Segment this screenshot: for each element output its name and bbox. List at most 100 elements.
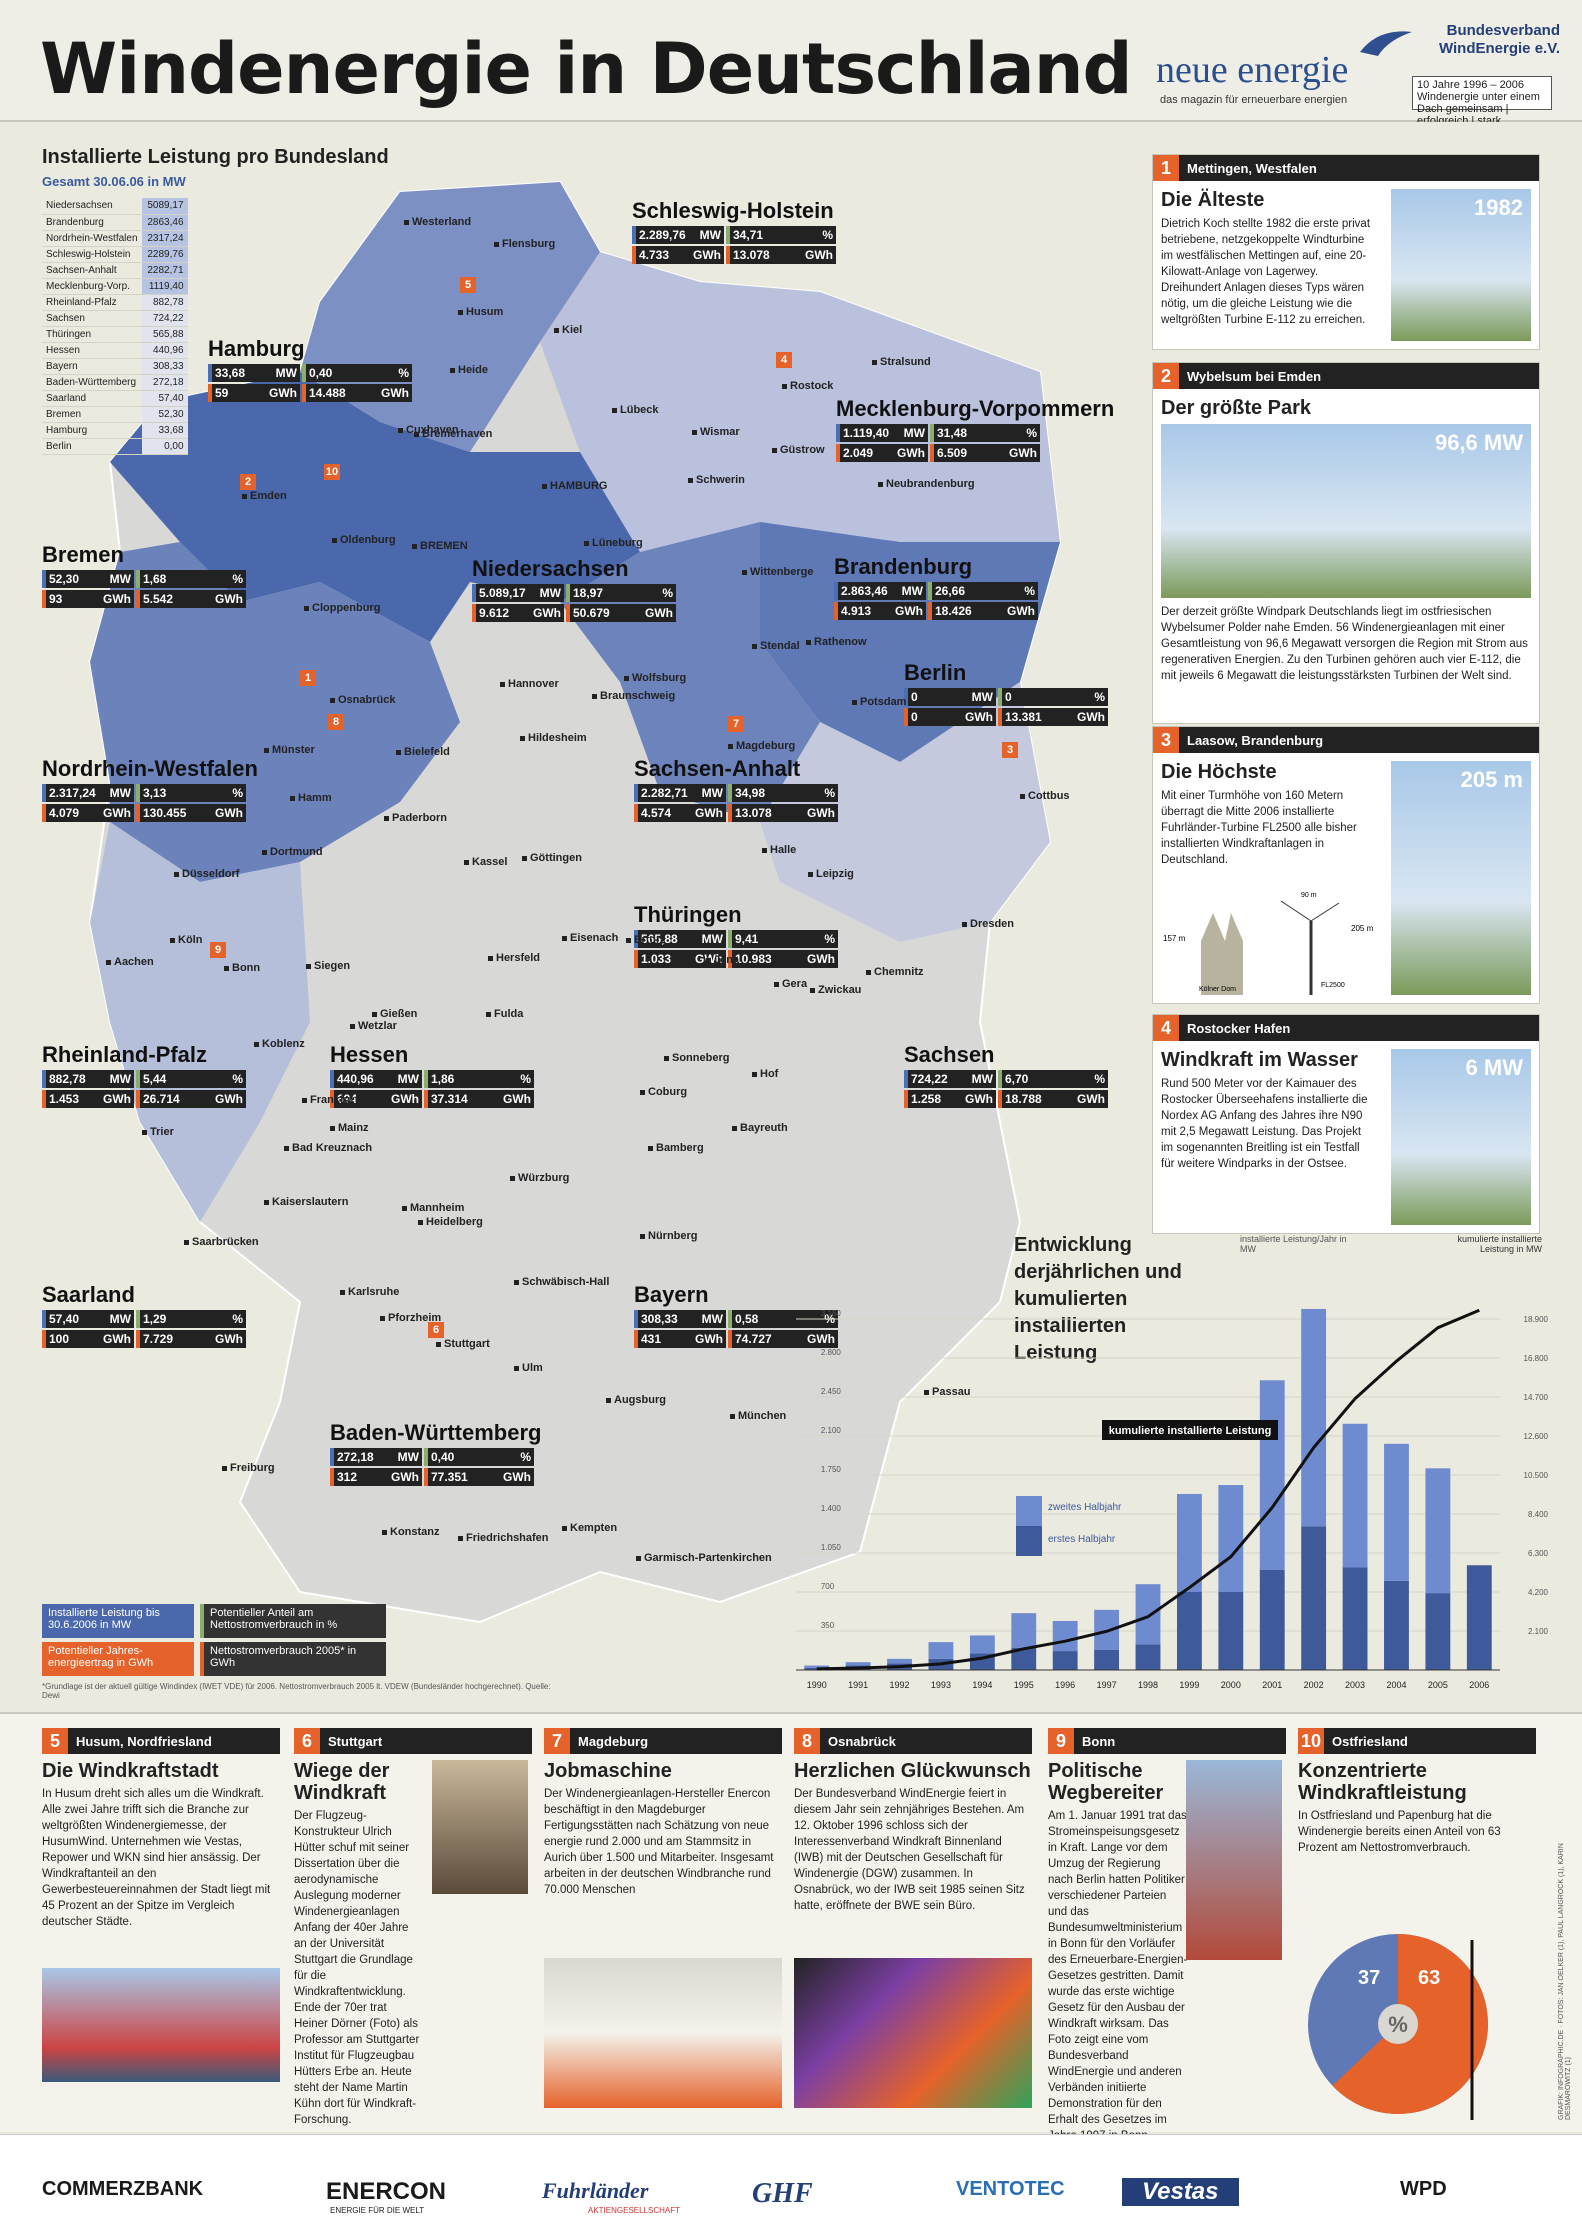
share-pie-chart: % 37 63 [1308,1934,1488,2120]
city-label: Fulda [486,1008,523,1020]
legend-label-second: zweites Halbjahr [1048,1502,1122,1513]
sponsor-ghf[interactable]: GHF [752,2178,813,2209]
x-tick-label: 1990 [807,1680,827,1690]
ranking-row: Sachsen-Anhalt 2282,71 [42,262,188,279]
chart-ylabel-left: installierte Leistung/Jahr in MW [1240,1234,1347,1254]
state-row-capacity: 0 MW 0% [904,688,1124,706]
state-box: Sachsen 724,22 MW 6,70% 1.258 GWh 18.788 GW… [904,1042,1124,1108]
ranking-state: Nordrhein-Westfalen [42,230,142,247]
state-row-capacity: 5.089,17 MW 18,97% [472,584,692,602]
city-label: Güstrow [772,444,825,456]
marker-8: 8 [328,714,344,730]
card-text: Am 1. Januar 1991 trat das Stromeinspeis… [1048,1810,1188,2142]
state-box: Saarland 57,40 MW 1,29% 100 GWh 7.729 GWh [42,1282,262,1348]
bar-second-half [1342,1423,1368,1568]
y-tick-right: 2.100 [1528,1627,1549,1636]
state-row-capacity: 565,88 MW 9,41% [634,930,854,948]
sponsor-fuhrlaender[interactable]: Fuhrländer [542,2178,649,2203]
ranking-row: Mecklenburg-Vorp. 1119,40 [42,278,188,295]
city-label: Mainz [330,1122,369,1134]
ranking-row: Nordrhein-Westfalen 2317,24 [42,230,188,247]
city-label: Cloppenburg [304,602,380,614]
card-number: 6 [294,1728,320,1754]
marker-9: 9 [210,942,226,958]
ranking-row: Baden-Württemberg 272,18 [42,374,188,391]
state-row-capacity: 33,68 MW 0,40% [208,364,428,382]
card-photo: 1982 [1391,189,1531,341]
state-name: Sachsen [904,1042,995,1067]
bar-second-half [887,1658,912,1664]
city-label: Münster [264,744,315,756]
ranking-value: 440,96 [141,342,188,359]
bar-second-half [928,1642,954,1659]
state-row-capacity: 52,30 MW 1,68% [42,570,262,588]
x-tick-label: 1992 [890,1680,910,1690]
state-share: 1,86 [431,1072,455,1086]
sponsor-enercon[interactable]: ENERCON [326,2178,447,2205]
x-tick-label: 2006 [1469,1680,1489,1690]
state-mw: 57,40 [49,1312,80,1326]
state-mw: 33,68 [215,366,246,380]
state-row-capacity: 2.289,76 MW 34,71% [632,226,852,244]
y-tick-left: 350 [821,1621,835,1630]
city-label: Husum [458,306,503,318]
unit-pct: % [822,228,833,242]
bar-second-half [804,1665,830,1668]
state-row-capacity: 1.119,40 MW 31,48% [836,424,1056,442]
ranking-value: 5089,17 [141,198,188,215]
city-label: Sonneberg [664,1052,729,1064]
unit-gwh: GWh [103,1092,131,1106]
ranking-state: Thüringen [42,326,142,343]
x-tick-label: 1994 [972,1680,992,1690]
city-label: Freiburg [222,1462,275,1474]
state-consumption: 130.455 [143,806,187,820]
diagram-height-1: 157 m [1163,934,1186,943]
state-consumption: 13.078 [733,248,770,262]
bar-first-half [1176,1592,1202,1670]
unit-pct: % [1026,426,1037,440]
unit-gwh: GWh [965,1092,993,1106]
x-tick-label: 2002 [1304,1680,1324,1690]
state-row-energy: 4.913 GWh 18.426 GWh [834,602,1054,620]
city-label: Paderborn [384,812,447,824]
card-text: Der Flugzeug-Konstrukteur Ulrich Hütter … [294,1810,420,2126]
bar-first-half [1384,1580,1409,1670]
ranking-state: Brandenburg [42,214,142,231]
bar-second-half [969,1635,995,1654]
y-tick-right: 4.200 [1528,1588,1549,1597]
city-label: Emden [242,490,287,502]
bar-second-half [845,1662,871,1666]
sponsor-commerzbank[interactable]: COMMERZBANK [42,2178,204,2200]
state-gwh: 4.733 [639,248,670,262]
state-mw: 5.089,17 [479,586,526,600]
y-tick-left: 3.150 [821,1309,842,1318]
ranking-value: 724,22 [141,310,188,327]
y-tick-left: 2.100 [821,1426,842,1435]
city-label: HAMBURG [542,480,607,492]
state-row-energy: 4.733 GWh 13.078 GWh [632,246,852,264]
marker-2: 2 [240,474,256,490]
card-photo: 205 m [1391,761,1531,995]
city-label: Neubrandenburg [878,478,975,490]
x-tick-label: 1999 [1179,1680,1199,1690]
bar-second-half [1384,1443,1409,1581]
unit-gwh: GWh [103,1332,131,1346]
bar-first-half [1011,1647,1037,1670]
state-consumption: 77.351 [431,1470,468,1484]
unit-mw: MW [539,586,561,600]
sponsor-vestas[interactable]: Vestas [1122,2178,1239,2206]
ranking-state: Niedersachsen [42,198,142,215]
state-row-energy: 2.049 GWh 6.509 GWh [836,444,1056,462]
ranking-state: Hessen [42,342,142,359]
city-label: Aachen [106,956,154,968]
sponsor-ventotec[interactable]: VENTOTEC [956,2178,1065,2200]
state-name: Nordrhein-Westfalen [42,756,258,781]
sponsor-wpd[interactable]: WPD [1400,2178,1447,2200]
state-row-energy: 1.453 GWh 26.714 GWh [42,1090,262,1108]
state-name: Bremen [42,542,124,567]
y-tick-right: 18.900 [1524,1315,1549,1324]
unit-gwh: GWh [695,806,723,820]
marker-4: 4 [776,352,792,368]
state-name: Thüringen [634,902,742,927]
state-name: Niedersachsen [472,556,629,581]
